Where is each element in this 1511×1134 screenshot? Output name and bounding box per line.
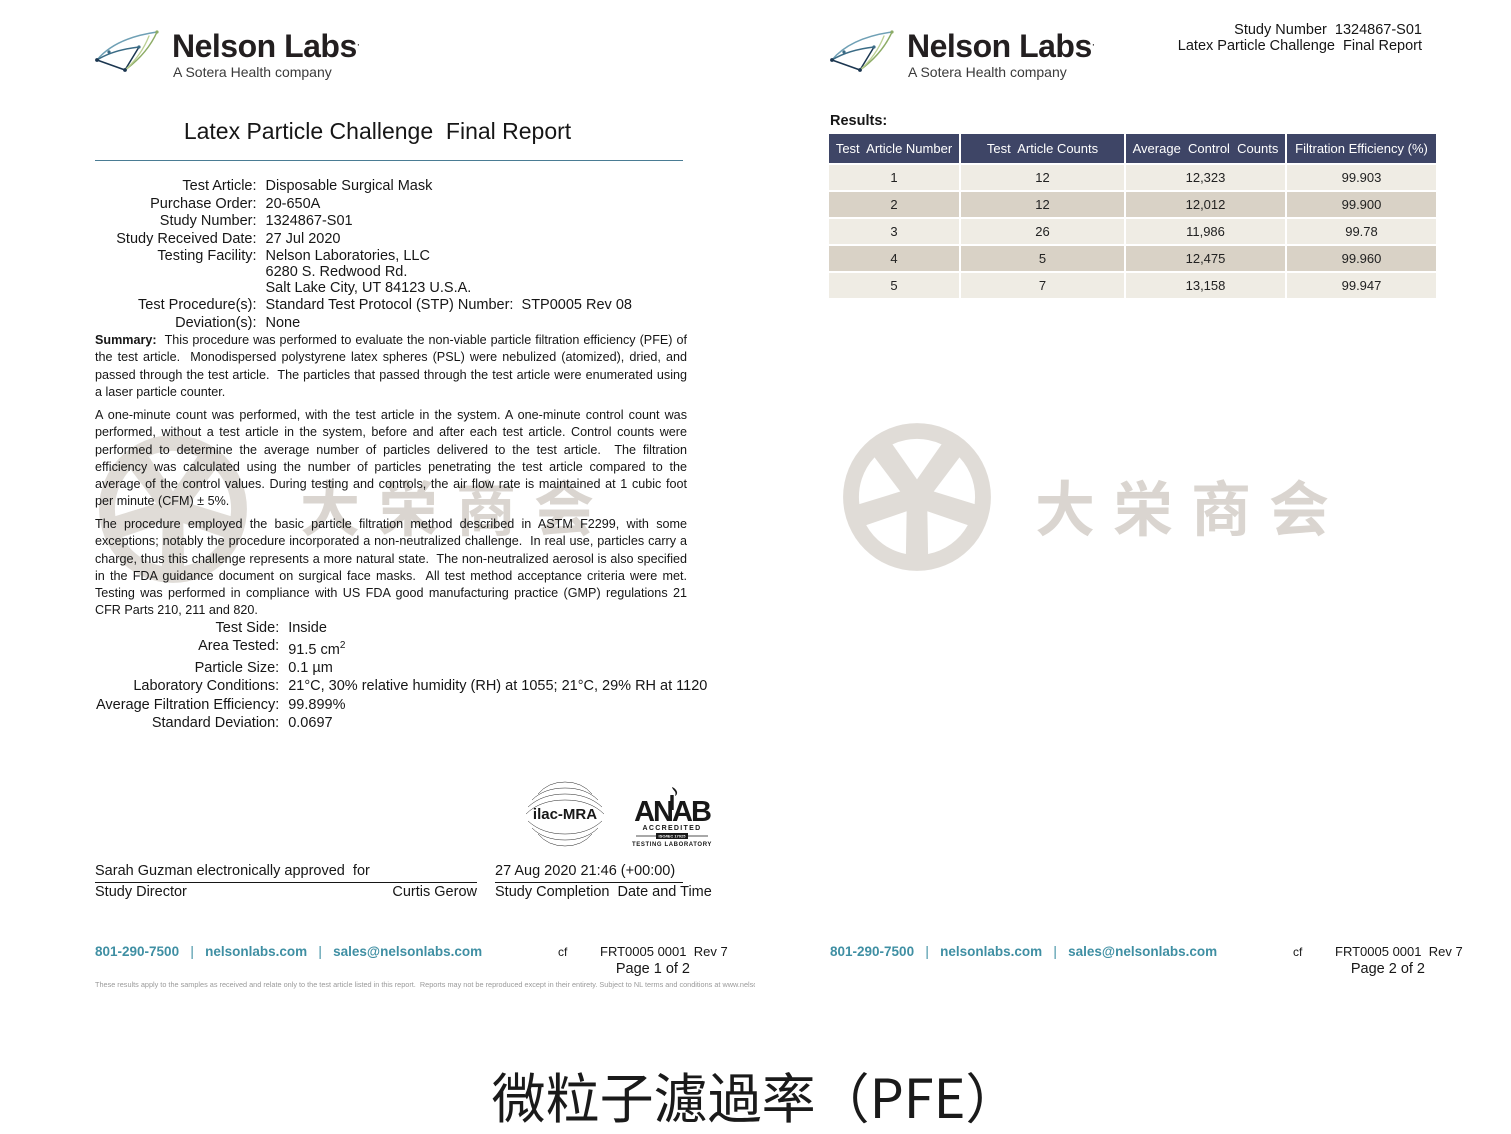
svg-text:ISO/IEC 17025: ISO/IEC 17025 [659,834,687,839]
svg-text:ilac-MRA: ilac-MRA [533,806,597,823]
svg-text:ACCREDITED: ACCREDITED [643,825,702,832]
svg-text:TESTING LABORATORY: TESTING LABORATORY [632,842,712,848]
